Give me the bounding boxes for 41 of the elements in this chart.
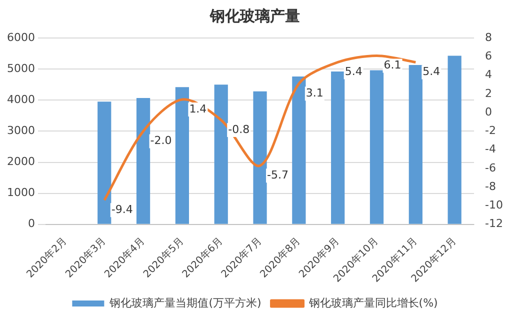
y2-tick-label: -8 xyxy=(485,180,496,193)
y-tick-label: 6000 xyxy=(6,30,35,44)
chart-title: 钢化玻璃产量 xyxy=(209,6,300,25)
y2-tick-label: 4 xyxy=(485,68,492,82)
y2-tick-label: -10 xyxy=(485,198,503,212)
y2-tick-label: 8 xyxy=(485,30,492,44)
y-tick-label: 2000 xyxy=(6,155,35,168)
bar xyxy=(408,65,422,224)
bar xyxy=(136,98,150,224)
data-label: -2.0 xyxy=(150,134,172,148)
y-tick-label: 1000 xyxy=(6,186,35,200)
legend-label: 钢化玻璃产量同比增长(%) xyxy=(308,296,438,310)
data-label: 1.4 xyxy=(189,102,207,116)
data-label: 3.1 xyxy=(306,86,324,100)
bar xyxy=(175,87,189,224)
y2-tick-label: -6 xyxy=(485,161,496,174)
data-label: -5.7 xyxy=(267,168,288,182)
y2-tick-label: -4 xyxy=(485,142,496,156)
data-label: -0.8 xyxy=(228,122,250,136)
y2-tick-label: -2 xyxy=(485,124,496,138)
y-tick-label: 4000 xyxy=(6,92,35,106)
bar xyxy=(448,56,462,224)
y-tick-label: 3000 xyxy=(6,124,35,138)
bar xyxy=(370,70,384,224)
data-label: -9.4 xyxy=(111,203,133,216)
data-label: 6.1 xyxy=(384,58,402,72)
bar xyxy=(331,72,345,224)
y2-tick-label: 6 xyxy=(485,49,492,62)
y-tick-label: 5000 xyxy=(6,62,35,75)
legend-label: 钢化玻璃产量当期值(万平方米) xyxy=(108,296,262,310)
bar xyxy=(214,84,228,224)
bar xyxy=(292,76,306,224)
line-series xyxy=(103,54,417,202)
bar xyxy=(98,102,112,224)
y-tick-label: 0 xyxy=(28,217,35,230)
y2-tick-label: -12 xyxy=(485,217,503,230)
data-label: 5.4 xyxy=(422,65,440,78)
bar xyxy=(253,91,267,224)
y2-tick-label: 0 xyxy=(485,105,492,118)
data-label: 5.4 xyxy=(344,65,362,78)
y2-tick-label: 2 xyxy=(485,86,492,100)
